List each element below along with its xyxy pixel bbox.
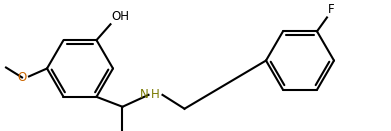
Text: N: N [140, 88, 149, 101]
Text: H: H [151, 88, 159, 101]
Text: O: O [18, 71, 27, 84]
Text: F: F [328, 3, 335, 17]
Text: OH: OH [111, 10, 129, 23]
